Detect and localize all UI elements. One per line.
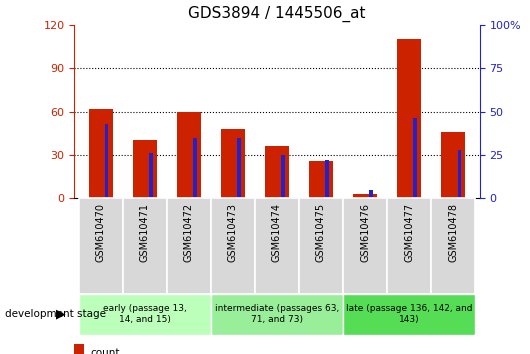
- Bar: [220, 129, 245, 198]
- Bar: [369, 190, 373, 198]
- Bar: [413, 119, 417, 198]
- Text: GSM610472: GSM610472: [184, 203, 194, 262]
- Bar: [211, 198, 255, 294]
- Text: GSM610477: GSM610477: [404, 203, 414, 262]
- Bar: [343, 198, 387, 294]
- Text: GSM610473: GSM610473: [228, 203, 238, 262]
- Text: GSM610471: GSM610471: [140, 203, 149, 262]
- Bar: [167, 198, 211, 294]
- Text: intermediate (passages 63,
71, and 73): intermediate (passages 63, 71, and 73): [215, 304, 339, 324]
- Text: early (passage 13,
14, and 15): early (passage 13, 14, and 15): [103, 304, 187, 324]
- Bar: [441, 132, 465, 198]
- Bar: [255, 198, 299, 294]
- Bar: [176, 112, 201, 198]
- Bar: [89, 109, 113, 198]
- Text: ▶: ▶: [56, 308, 66, 321]
- Title: GDS3894 / 1445506_at: GDS3894 / 1445506_at: [188, 6, 366, 22]
- Text: GSM610476: GSM610476: [360, 203, 370, 262]
- Bar: [387, 198, 431, 294]
- Text: count: count: [91, 348, 120, 354]
- Bar: [397, 39, 421, 198]
- Bar: [353, 194, 377, 198]
- Bar: [193, 137, 197, 198]
- Bar: [237, 137, 241, 198]
- Bar: [325, 160, 329, 198]
- Bar: [132, 141, 157, 198]
- Bar: [299, 198, 343, 294]
- Text: GSM610475: GSM610475: [316, 203, 326, 262]
- Bar: [149, 153, 153, 198]
- Bar: [457, 150, 461, 198]
- Bar: [211, 294, 343, 335]
- Text: GSM610470: GSM610470: [95, 203, 105, 262]
- Bar: [431, 198, 475, 294]
- Text: GSM610474: GSM610474: [272, 203, 282, 262]
- Bar: [265, 146, 289, 198]
- Bar: [74, 344, 84, 354]
- Bar: [78, 294, 211, 335]
- Bar: [343, 294, 475, 335]
- Bar: [281, 155, 285, 198]
- Text: development stage: development stage: [5, 309, 107, 319]
- Bar: [105, 124, 109, 198]
- Bar: [78, 198, 122, 294]
- Bar: [309, 161, 333, 198]
- Bar: [122, 198, 167, 294]
- Text: GSM610478: GSM610478: [448, 203, 458, 262]
- Text: late (passage 136, 142, and
143): late (passage 136, 142, and 143): [346, 304, 472, 324]
